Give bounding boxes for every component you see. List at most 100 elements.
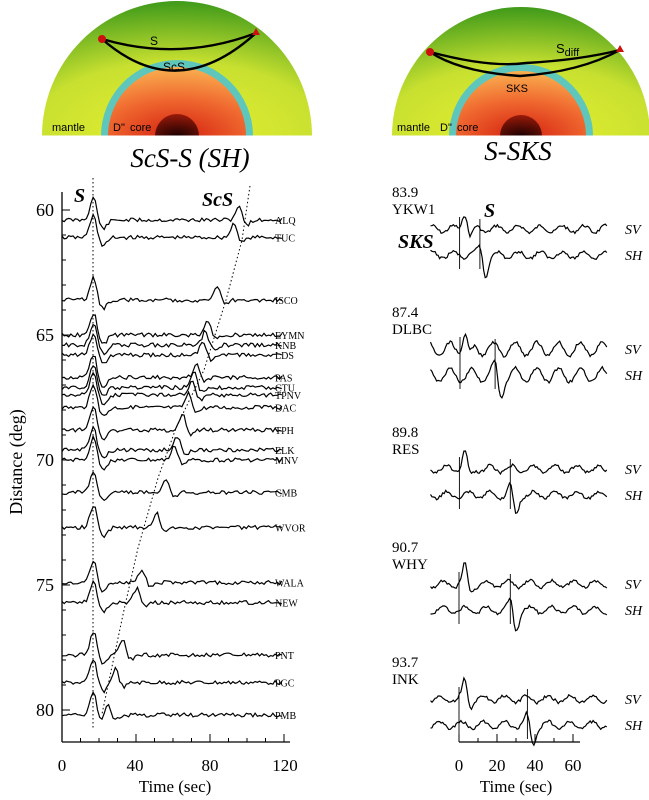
component-label-sh: SH <box>625 489 643 504</box>
seismogram-trace <box>430 562 608 593</box>
core-label: core <box>130 122 151 134</box>
x-axis-label: Time (sec) <box>480 777 553 796</box>
station-label: DAC <box>275 404 296 415</box>
ytick-label: 70 <box>36 450 54 470</box>
seismogram-trace <box>61 471 283 502</box>
xtick-label: 120 <box>272 756 298 775</box>
core-label: core <box>457 122 478 134</box>
xtick-label: 0 <box>58 756 67 775</box>
seismogram-trace <box>61 405 282 441</box>
seismogram-trace <box>430 450 608 476</box>
station-label: ELK <box>275 446 295 457</box>
component-label-sh: SH <box>625 369 643 384</box>
seismogram-trace <box>61 434 283 471</box>
station-distance: 87.4 <box>392 305 419 321</box>
seismogram-trace <box>61 659 283 694</box>
component-label-sv: SV <box>625 343 642 358</box>
ray-label-scs: ScS <box>163 60 185 74</box>
xtick-label: 20 <box>489 756 506 775</box>
mantle-label: mantle <box>397 122 430 134</box>
xtick-label: 60 <box>565 756 582 775</box>
station-label: CMB <box>275 489 298 500</box>
source-dot <box>98 35 106 43</box>
component-label-sh: SH <box>625 719 643 734</box>
station-label: PMB <box>275 711 296 722</box>
seismogram-trace <box>61 364 282 396</box>
station-distance: 89.8 <box>392 425 418 441</box>
station-label: PAS <box>275 374 292 385</box>
inner-core <box>155 114 199 136</box>
ray-sdiff <box>429 48 621 66</box>
xtick-label: 0 <box>455 756 464 775</box>
left-panel-title: ScS-S (SH) <box>130 143 249 173</box>
seismogram-trace <box>61 383 283 416</box>
dpp-label: D" <box>440 122 452 134</box>
station-distance: 93.7 <box>392 655 419 671</box>
station-label: EYMN <box>275 331 304 342</box>
component-label-sv: SV <box>625 223 642 238</box>
y-axis-label: Distance (deg) <box>6 409 27 514</box>
dpp-label: D" <box>113 122 125 134</box>
station-label: ISCO <box>275 296 298 307</box>
station-name: WHY <box>392 557 428 573</box>
station-label: TPNV <box>275 391 302 402</box>
seismogram-trace <box>61 332 282 364</box>
station-label: TUC <box>275 234 295 245</box>
ytick-label: 65 <box>36 325 54 345</box>
scs-moveout-line <box>101 185 251 715</box>
seismogram-trace <box>61 425 282 459</box>
ray-scs <box>101 32 257 72</box>
seismogram-trace <box>61 506 283 539</box>
station-label: KNB <box>275 341 296 352</box>
component-label-sh: SH <box>625 249 643 264</box>
seismogram-trace <box>429 481 608 514</box>
station-label: LDS <box>275 351 294 362</box>
seismogram-trace <box>61 314 283 344</box>
seismogram-trace <box>61 690 283 721</box>
ytick-label: 60 <box>36 200 54 220</box>
outer-core <box>456 71 586 136</box>
seismogram-trace <box>430 244 608 279</box>
right-panel-title: S-SKS <box>484 136 552 166</box>
ray-label-sks: SKS <box>506 83 528 95</box>
x-axis-label: Time (sec) <box>139 777 212 796</box>
seismogram-trace <box>61 579 283 614</box>
station-name: YKW1 <box>392 202 435 218</box>
seismogram-trace <box>429 332 608 358</box>
station-name: DLBC <box>392 322 432 338</box>
seismogram-trace <box>61 632 283 665</box>
component-label-sh: SH <box>625 604 643 619</box>
seismogram-trace <box>61 323 282 356</box>
phase-label-scs: ScS <box>202 189 233 211</box>
ray-label-sdiff: Sdiff <box>556 41 580 59</box>
station-distance: 90.7 <box>392 540 419 556</box>
receiver-triangle <box>252 28 260 35</box>
component-label-sv: SV <box>625 693 642 708</box>
receiver-triangle <box>616 45 624 52</box>
phase-label-s: S <box>74 185 85 207</box>
inner-core <box>500 115 542 136</box>
ytick-label: 75 <box>36 575 54 595</box>
mantle-label: mantle <box>52 122 85 134</box>
station-label: CTU <box>275 384 296 395</box>
component-label-sv: SV <box>625 463 642 478</box>
phase-label-s: S <box>484 200 495 222</box>
station-label: WVOR <box>275 524 306 535</box>
station-distance: 83.9 <box>392 185 418 201</box>
seismogram-trace <box>61 212 282 247</box>
station-label: PNT <box>275 651 294 662</box>
seismogram-trace <box>430 676 608 711</box>
source-dot <box>426 48 434 56</box>
station-label: ALQ <box>275 216 296 227</box>
seismogram-trace <box>430 597 608 632</box>
seismogram-trace <box>61 355 283 388</box>
seismogram-trace <box>61 274 282 311</box>
ray-s <box>101 31 257 51</box>
phase-label-sks: SKS <box>398 231 434 253</box>
seismogram-trace <box>61 195 283 231</box>
seismogram-trace <box>430 359 608 400</box>
left-record-section: 60 65 70 75 80 0 40 80 120 Time (sec) Di… <box>6 178 306 796</box>
